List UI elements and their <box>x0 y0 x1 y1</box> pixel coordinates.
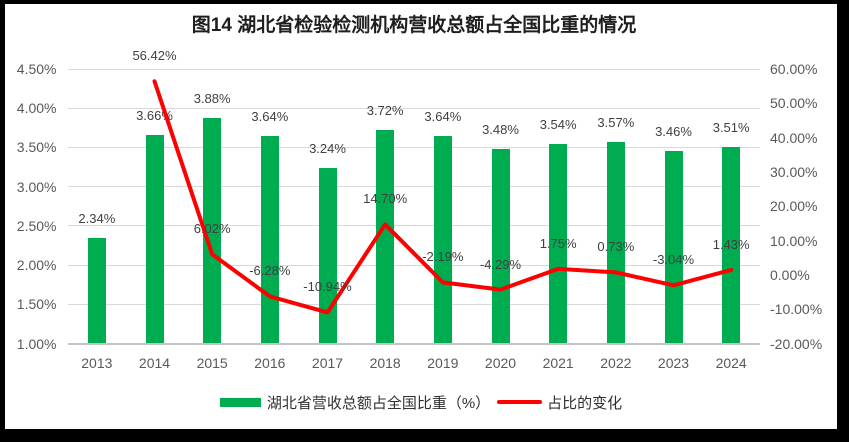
legend-line-swatch <box>497 400 543 404</box>
right-axis-tick-label: 50.00% <box>770 95 818 112</box>
x-axis-category-label: 2018 <box>369 355 401 371</box>
line-data-label: 0.73% <box>597 239 635 255</box>
bar-2024 <box>722 146 741 344</box>
bar-2020 <box>491 148 510 344</box>
x-axis-category-label: 2013 <box>81 355 113 371</box>
chart-title: 图14 湖北省检验检测机构营收总额占全国比重的情况 <box>191 15 637 36</box>
bar-data-label: 3.57% <box>597 114 635 130</box>
bar-2017 <box>318 167 337 344</box>
bar-data-label: 3.64% <box>424 109 462 125</box>
x-axis-category-label: 2021 <box>542 355 574 371</box>
legend-item: 湖北省营收总额占全国比重（%） <box>219 392 491 413</box>
right-axis-tick-label: 0.00% <box>770 266 810 283</box>
line-data-label: 56.42% <box>132 48 177 64</box>
gridline <box>68 146 760 148</box>
change-line <box>152 79 734 315</box>
bar-2019 <box>433 136 452 344</box>
gridline <box>68 186 760 188</box>
legend-label: 湖北省营收总额占全国比重（%） <box>266 394 491 412</box>
chart-panel: 图14 湖北省检验检测机构营收总额占全国比重的情况 4.50% 4.00% 3.50… <box>5 4 837 429</box>
gridline <box>68 68 760 70</box>
change-line-chart <box>152 79 734 315</box>
left-axis-tick-label: 3.50% <box>16 139 57 156</box>
line-data-label: 14.70% <box>363 191 408 207</box>
right-axis-tick-label: 20.00% <box>770 198 818 215</box>
x-axis-category-label: 2023 <box>657 355 690 371</box>
bar-data-label: 3.88% <box>193 90 231 106</box>
line-data-label: 1.43% <box>712 236 750 252</box>
bar-2013 <box>87 238 106 344</box>
bar-data-label: 2.34% <box>78 211 116 227</box>
bar-2021 <box>549 144 568 344</box>
left-axis-tick-label: 4.50% <box>16 61 57 77</box>
line-data-label: -6.28% <box>249 263 291 279</box>
legend-item: 占比的变化 <box>497 392 622 413</box>
gridline <box>68 303 760 305</box>
bar-data-label: 3.24% <box>309 140 346 156</box>
x-axis-category-label: 2017 <box>311 355 344 371</box>
left-axis-tick-label: 2.00% <box>16 257 57 274</box>
gridline <box>68 225 760 227</box>
bar-2022 <box>606 141 625 344</box>
x-axis-category-label: 2014 <box>138 355 171 371</box>
left-axis-tick-label: 3.00% <box>16 178 57 195</box>
line-data-label: 1.75% <box>539 235 577 251</box>
right-axis-tick-label: 30.00% <box>770 163 818 180</box>
x-axis-category-label: 2024 <box>715 355 747 371</box>
bar-2023 <box>664 150 683 344</box>
x-axis-category-label: 2020 <box>484 355 517 371</box>
plot-area: 4.50% 4.00% 3.50% 3.00% 2.50% 2.00% 1.50% 1.00%… <box>5 4 837 429</box>
gridline <box>68 107 760 109</box>
bar-2015 <box>203 117 222 344</box>
left-axis-tick-label: 1.50% <box>16 296 57 313</box>
bar-data-label: 3.51% <box>712 119 750 135</box>
legend: 湖北省营收总额占全国比重（%） 占比的变化 <box>5 392 837 413</box>
x-axis-category-label: 2016 <box>254 355 286 371</box>
legend-label: 占比的变化 <box>547 394 623 412</box>
bar-data-label: 3.48% <box>482 121 519 137</box>
x-axis-category-label: 2015 <box>196 355 228 371</box>
left-axis-tick-label: 4.00% <box>16 100 57 117</box>
line-data-label: -4.29% <box>479 256 522 272</box>
bar-data-label: 3.46% <box>655 123 692 139</box>
right-axis-tick-label: 10.00% <box>770 232 818 249</box>
left-axis-tick-label: 1.00% <box>16 335 57 352</box>
x-axis-line <box>68 342 760 345</box>
gridline <box>68 264 760 266</box>
bar-data-label: 3.64% <box>251 109 289 125</box>
bar-2014 <box>145 134 164 344</box>
right-axis-tick-label: 60.00% <box>770 61 818 77</box>
bar-data-label: 3.54% <box>539 117 577 133</box>
line-data-label: -10.94% <box>303 279 352 295</box>
right-axis-tick-label: 40.00% <box>770 129 818 146</box>
bar-data-label: 3.72% <box>366 103 404 119</box>
x-axis-category-label: 2022 <box>600 355 632 371</box>
line-data-label: -2.19% <box>422 249 464 265</box>
right-axis-tick-label: -10.00% <box>770 301 823 318</box>
bar-2018 <box>376 130 395 344</box>
line-data-label: -3.04% <box>652 252 695 268</box>
left-axis-tick-label: 2.50% <box>16 217 57 234</box>
legend-bar-swatch <box>219 397 261 407</box>
line-data-label: 6.02% <box>193 221 231 237</box>
x-axis-category-label: 2019 <box>427 355 459 371</box>
right-axis-tick-label: -20.00% <box>770 335 823 352</box>
